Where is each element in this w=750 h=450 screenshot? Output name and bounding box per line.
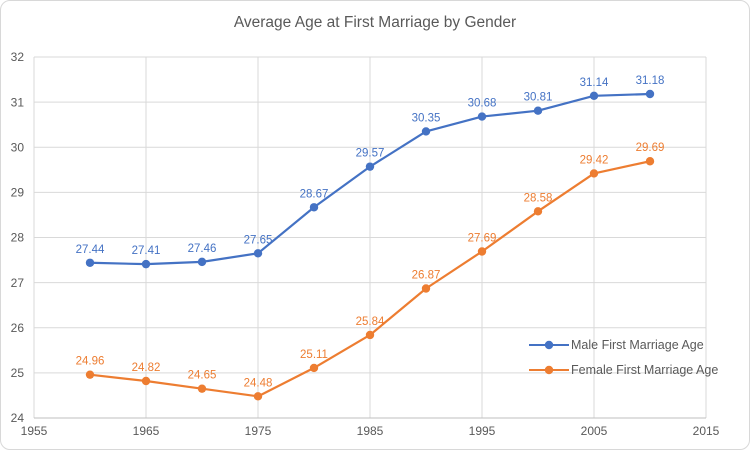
data-point-label: 24.65 [188,370,217,382]
data-point-label: 25.11 [300,349,328,361]
data-point-marker[interactable] [309,363,319,373]
data-point-marker[interactable] [253,392,263,401]
data-point-marker[interactable] [533,207,543,216]
chart-title: Average Age at First Marriage by Gender [233,14,517,31]
data-point-marker[interactable] [365,162,375,171]
data-point-marker[interactable] [589,91,599,101]
y-axis-tick-label: 26 [11,321,25,335]
data-point-label: 27.65 [244,234,273,246]
data-point-label: 30.68 [468,98,497,110]
data-point-marker[interactable] [253,249,263,258]
data-point-label: 27.41 [132,245,161,257]
data-point-marker[interactable] [645,157,655,166]
x-axis-tick-label: 2015 [693,424,720,438]
data-point-label: 29.42 [580,154,609,166]
x-axis-tick-label: 1955 [21,424,48,438]
data-point-marker[interactable] [421,284,431,293]
data-point-label: 31.18 [636,75,665,87]
data-point-label: 30.81 [524,92,553,104]
x-axis-tick-label: 2005 [581,424,608,438]
y-axis-tick-label: 29 [11,186,25,200]
legend-label: Male First Marriage Age [571,337,704,352]
data-point-label: 27.44 [76,244,105,256]
legend-item[interactable]: Female First Marriage Age [529,357,718,382]
data-point-marker[interactable] [589,169,599,178]
data-point-marker[interactable] [365,330,375,340]
data-point-marker[interactable] [85,370,95,379]
data-point-label: 29.69 [636,142,665,154]
data-point-marker[interactable] [85,258,95,267]
y-axis-tick-label: 32 [11,50,25,64]
data-point-label: 26.87 [412,269,441,281]
data-point-marker[interactable] [477,112,487,121]
x-axis-tick-label: 1965 [133,424,160,438]
data-point-label: 29.57 [356,148,385,160]
data-point-label: 24.48 [244,377,273,389]
data-point-label: 31.14 [580,77,609,89]
y-axis-tick-label: 24 [11,411,25,425]
y-axis-tick-label: 31 [11,95,25,109]
data-point-marker[interactable] [477,247,487,256]
data-point-label: 25.84 [356,316,385,328]
data-point-label: 24.82 [132,362,161,374]
data-point-marker[interactable] [141,259,151,269]
data-point-label: 24.96 [76,356,105,368]
y-axis-tick-label: 28 [11,231,25,245]
data-point-marker[interactable] [197,384,207,393]
data-point-marker[interactable] [309,203,319,212]
data-point-label: 27.46 [188,243,217,255]
data-point-label: 30.35 [412,112,441,124]
y-axis-tick-label: 30 [11,140,25,154]
data-point-label: 27.69 [468,232,497,244]
x-axis-tick-label: 1995 [469,424,496,438]
y-axis-tick-label: 25 [11,366,25,380]
data-point-label: 28.58 [524,192,553,204]
data-point-marker[interactable] [141,376,151,386]
legend-marker-icon [529,340,569,349]
data-point-label: 28.67 [300,188,329,200]
x-axis-tick-label: 1975 [245,424,272,438]
data-point-marker[interactable] [421,127,431,136]
data-point-marker[interactable] [533,106,543,115]
legend-label: Female First Marriage Age [571,362,719,377]
x-axis-tick-label: 1985 [357,424,384,438]
legend-item[interactable]: Male First Marriage Age [529,332,718,357]
legend-marker-icon [529,365,569,374]
data-point-marker[interactable] [197,257,207,267]
legend: Male First Marriage Age Female First Marr… [529,332,718,382]
data-point-marker[interactable] [645,89,655,99]
y-axis-tick-label: 27 [11,276,25,290]
